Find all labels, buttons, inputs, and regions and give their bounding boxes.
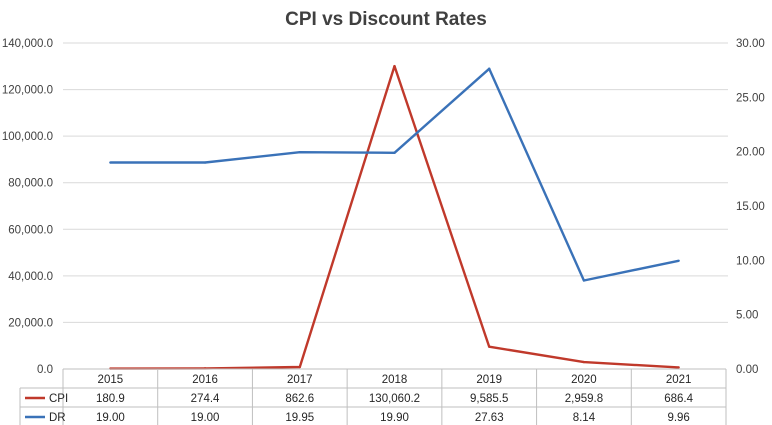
right-tick-label: 0.00	[736, 364, 758, 376]
right-axis: 0.00 5.00 10.00 15.00 20.00 25.00 30.00	[736, 38, 765, 376]
table-cell-value: 9.96	[667, 412, 689, 424]
table-cell-value: 2,959.8	[565, 393, 603, 405]
data-point-dr	[488, 67, 491, 70]
x-tick-label: 2016	[192, 374, 218, 386]
right-tick-label: 10.00	[736, 255, 765, 267]
left-tick-label: 40,000.0	[8, 271, 53, 283]
x-tick-label: 2018	[382, 374, 408, 386]
data-point-cpi	[393, 64, 396, 68]
right-tick-label: 15.00	[736, 201, 765, 213]
left-axis: 0.0 20,000.0 40,000.0 60,000.0 80,000.0 100,0…	[2, 38, 53, 376]
left-tick-label: 20,000.0	[8, 317, 53, 329]
x-tick-label: 2020	[571, 374, 597, 386]
gridlines	[63, 42, 728, 323]
data-point-cpi	[298, 365, 301, 369]
data-point-dr	[393, 151, 396, 154]
data-point-dr	[109, 161, 112, 164]
right-tick-label: 25.00	[736, 92, 765, 104]
x-tick-label: 2019	[476, 374, 502, 386]
table-cell-value: 8.14	[573, 412, 596, 424]
x-tick-label: 2017	[287, 374, 313, 386]
table-cell-value: 19.90	[380, 412, 409, 424]
chart-title: CPI vs Discount Rates	[285, 9, 487, 30]
data-point-cpi	[677, 366, 680, 369]
table-cell-value: 274.4	[191, 393, 220, 405]
left-tick-label: 120,000.0	[2, 85, 53, 97]
table-cell-value: 27.63	[475, 412, 504, 424]
left-tick-label: 80,000.0	[8, 178, 53, 190]
data-point-cpi	[582, 360, 586, 364]
series-line-cpi	[110, 64, 679, 370]
table-cell-value: 19.00	[96, 412, 125, 424]
data-point-cpi	[488, 345, 491, 348]
table-cell-value: 19.95	[285, 412, 314, 424]
legend-label: DR	[49, 412, 66, 424]
table-cell-value: 862.6	[285, 393, 314, 405]
table-cell-value: 19.00	[191, 412, 220, 424]
table-cell-value: 9,585.5	[470, 393, 508, 405]
right-tick-label: 30.00	[736, 38, 765, 50]
series-line-dr	[110, 67, 679, 282]
table-cell-value: 686.4	[664, 393, 693, 405]
left-tick-label: 100,000.0	[2, 131, 53, 143]
x-tick-label: 2015	[98, 374, 124, 386]
right-tick-label: 5.00	[736, 310, 758, 322]
data-point-dr	[298, 151, 301, 154]
data-point-dr	[203, 161, 207, 164]
right-tick-label: 20.00	[736, 147, 765, 159]
data-point-dr	[677, 259, 680, 262]
data-point-dr	[582, 279, 586, 282]
data-table: 2015 2016 2017 2018 2019 2020 2021 CPI 180.9 274.…	[19, 368, 727, 425]
left-tick-label: 140,000.0	[2, 38, 53, 50]
table-cell-value: 130,060.2	[369, 393, 420, 405]
legend-label: CPI	[49, 393, 68, 405]
table-cell-value: 180.9	[96, 393, 125, 405]
x-tick-label: 2021	[666, 374, 692, 386]
left-tick-label: 60,000.0	[8, 224, 53, 236]
series-lines	[109, 64, 680, 370]
left-tick-label: 0.0	[37, 364, 53, 376]
